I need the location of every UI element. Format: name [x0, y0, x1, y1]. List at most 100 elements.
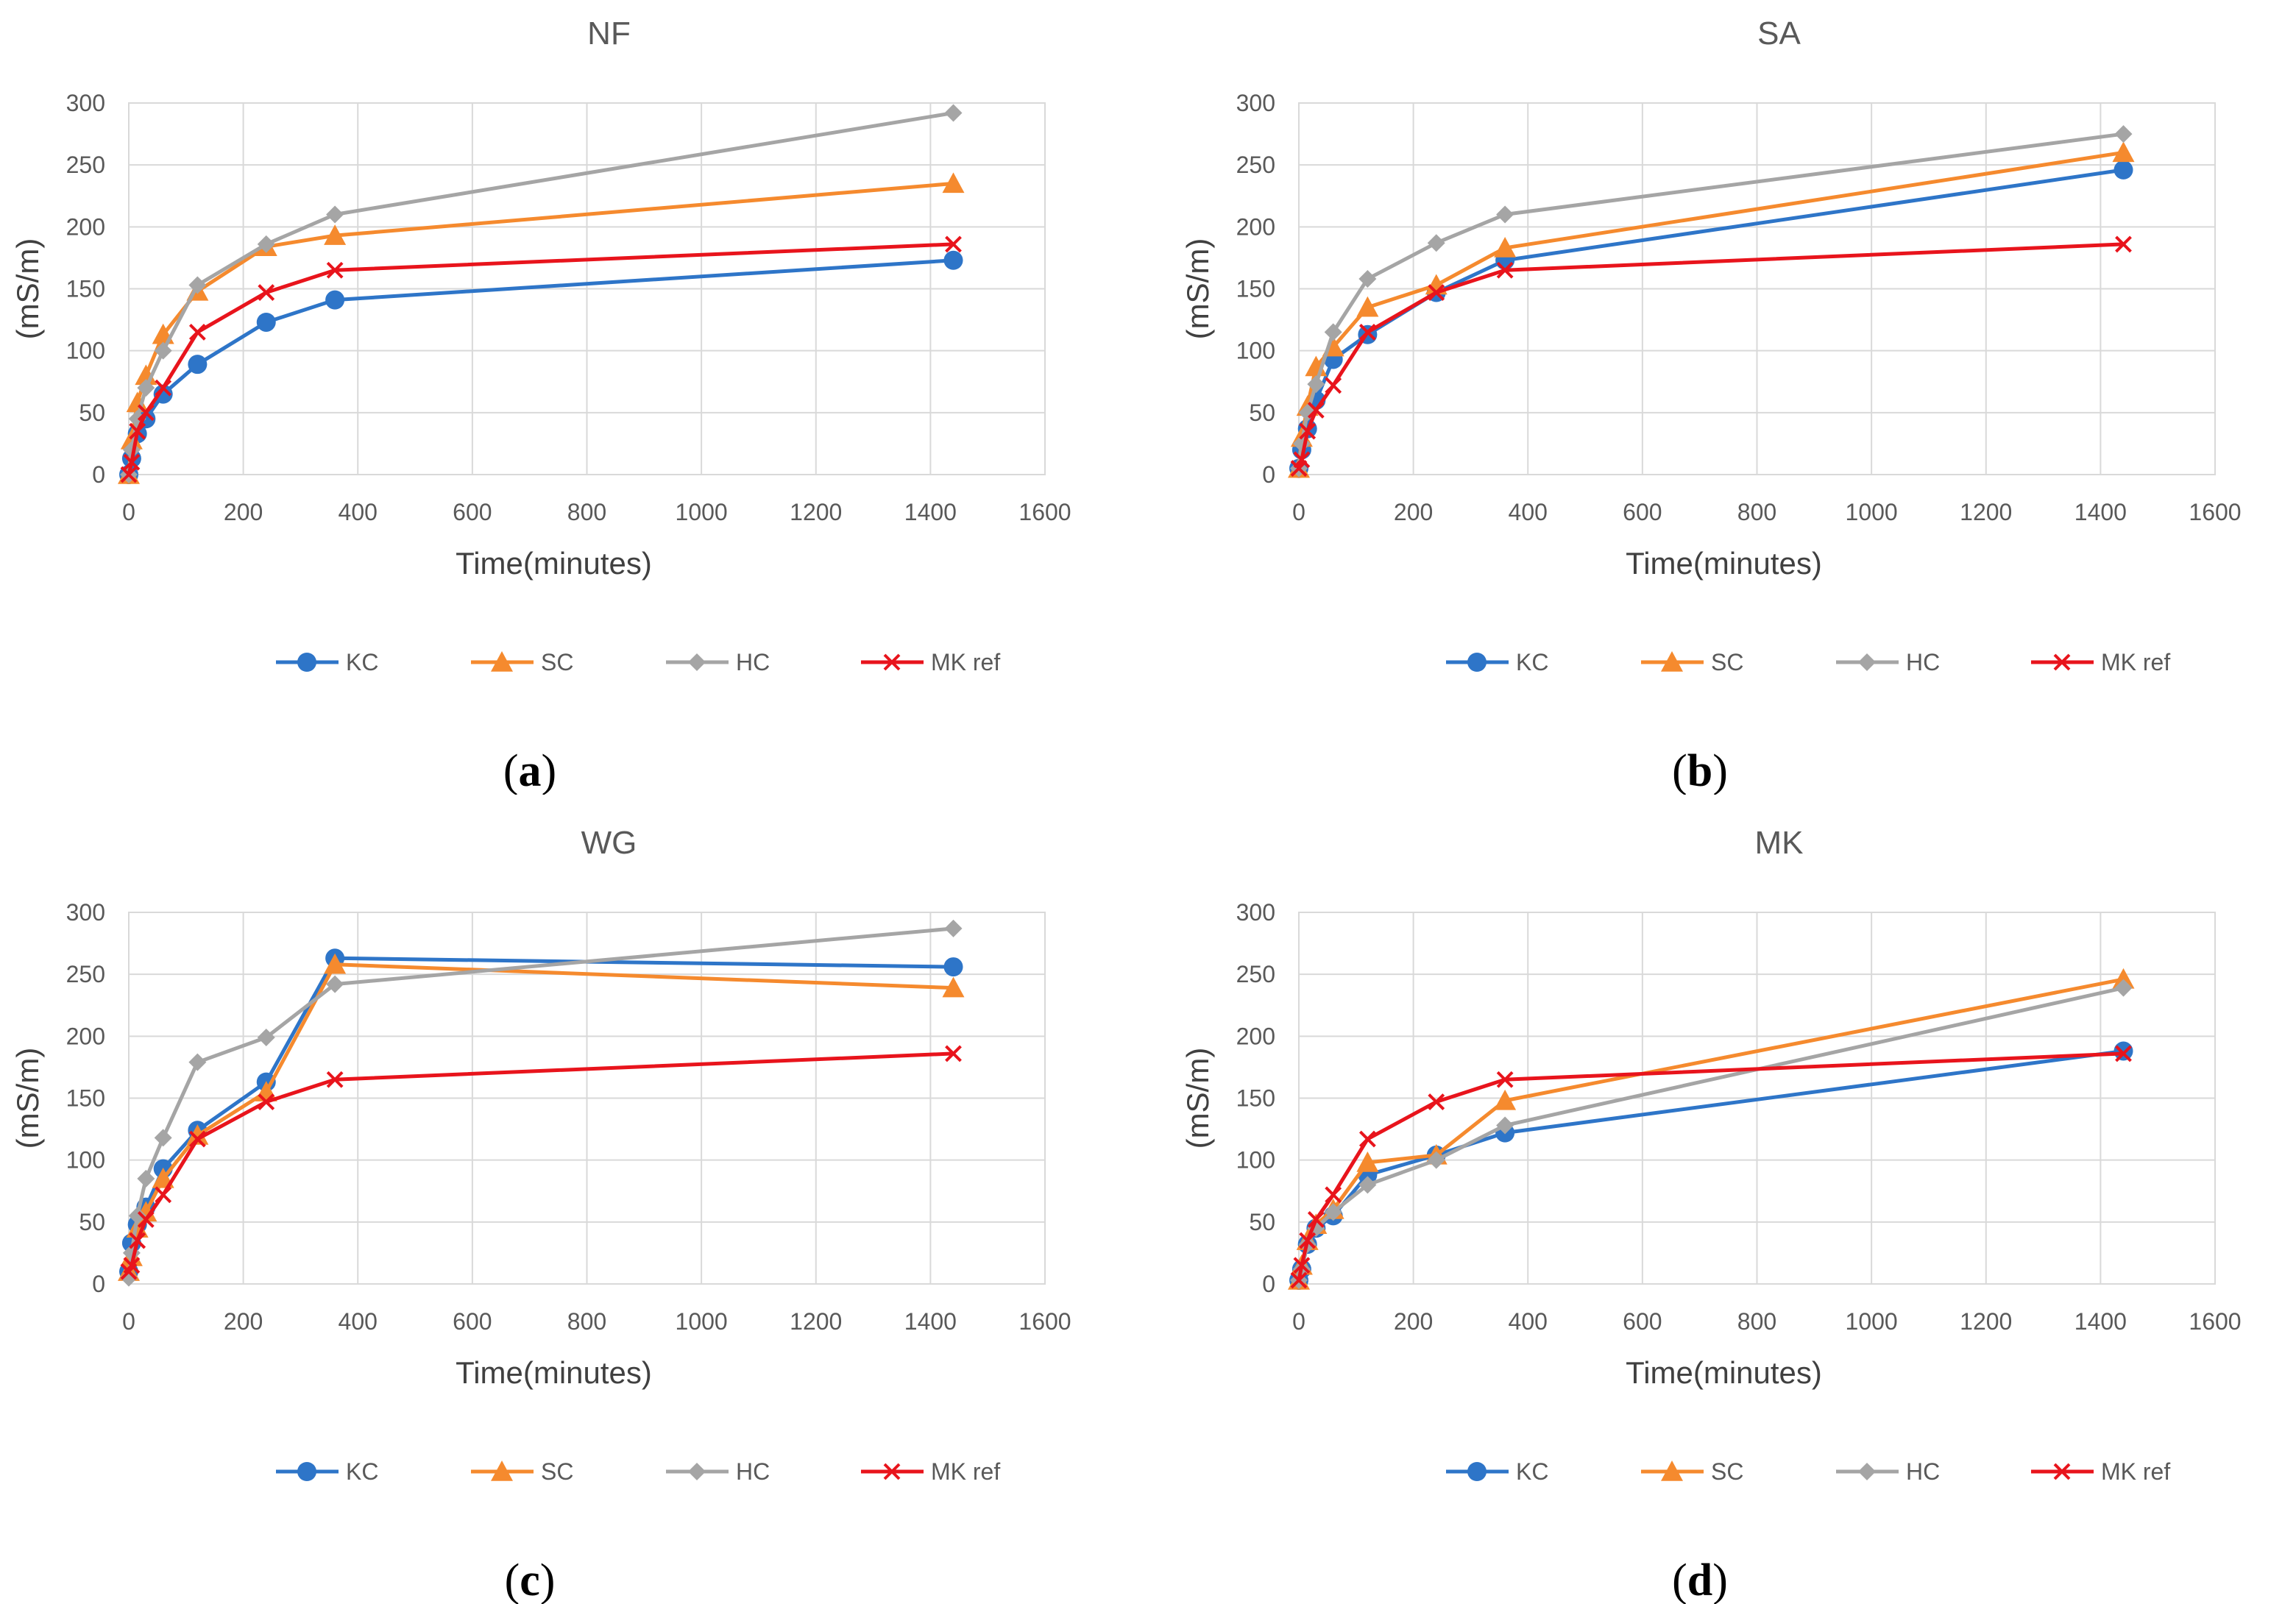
data-point — [154, 341, 172, 360]
x-tick-label: 200 — [224, 1308, 263, 1335]
data-point — [137, 1211, 155, 1228]
series-mk-ref — [120, 1045, 962, 1280]
x-axis-label: Time(minutes) — [1626, 546, 1822, 581]
marker-stroke — [1325, 377, 1342, 394]
marker-stroke — [188, 1130, 206, 1148]
legend-marker — [883, 653, 901, 671]
x-tick-label: 600 — [1623, 1308, 1662, 1335]
data-point — [324, 224, 347, 245]
series-line — [1297, 150, 2124, 469]
data-point — [188, 324, 206, 341]
x-tick-label: 1400 — [904, 499, 957, 525]
data-point — [155, 379, 172, 397]
marker-stroke — [326, 1071, 344, 1088]
marker-stroke — [1290, 1271, 1308, 1289]
y-tick-label: 200 — [1236, 213, 1275, 240]
x-tick-label: 600 — [453, 1308, 492, 1335]
y-tick-label: 0 — [92, 1271, 105, 1297]
data-point — [325, 290, 345, 310]
legend-item: MK ref — [861, 1458, 1000, 1485]
data-point — [1307, 375, 1325, 394]
legend-marker — [688, 653, 706, 671]
x-tick-label: 1000 — [1846, 1308, 1898, 1335]
legend-item: KC — [1446, 1458, 1548, 1485]
x-axis-label: Time(minutes) — [456, 1355, 652, 1390]
data-point — [257, 235, 275, 253]
y-tick-label: 100 — [1236, 1147, 1275, 1174]
series-hc — [1290, 125, 2133, 478]
chart-title: MK — [1755, 825, 1804, 861]
plot-area-border — [1298, 912, 2216, 1285]
marker-stroke — [188, 324, 206, 341]
data-point — [1358, 324, 1376, 341]
marker-stroke — [2115, 235, 2132, 253]
x-tick-label: 600 — [453, 499, 492, 525]
y-axis-label: (mS/m) — [10, 238, 45, 340]
y-tick-label: 200 — [66, 1023, 105, 1049]
x-tick-label: 1600 — [2189, 499, 2241, 525]
marker-stroke — [883, 1463, 901, 1480]
data-point — [1427, 234, 1445, 252]
series-line — [127, 1051, 954, 1273]
data-point — [324, 953, 347, 974]
legend-item: KC — [276, 1458, 378, 1485]
data-point — [153, 384, 173, 404]
x-tick-label: 1400 — [2074, 499, 2127, 525]
data-point — [1307, 1211, 1325, 1228]
x-tick-label: 800 — [567, 1308, 606, 1335]
legend-item: HC — [1836, 649, 1940, 675]
data-point — [945, 1045, 962, 1062]
data-point — [1356, 1151, 1379, 1172]
series-line — [127, 926, 954, 1278]
y-tick-label: 50 — [79, 1209, 105, 1235]
data-point — [1496, 1071, 1514, 1088]
data-point — [1494, 1089, 1517, 1110]
legend-marker — [688, 1463, 706, 1480]
legend: KC SC HC MK ref — [1446, 649, 2170, 675]
marker-stroke — [129, 1232, 146, 1249]
legend-label: KC — [346, 649, 378, 675]
y-tick-label: 50 — [79, 400, 105, 426]
chart-panel-sa: SA 0 50 100 150 200 250 300 0 200 400 600 800 1000 120… — [1170, 0, 2296, 795]
marker-stroke — [2053, 653, 2071, 671]
chart-panel-nf: NF 0 50 100 150 200 250 300 0 200 400 600 800 1000 120… — [0, 0, 1126, 795]
data-point — [2113, 1041, 2133, 1061]
data-point — [137, 379, 155, 397]
data-point — [942, 976, 965, 998]
y-tick-label: 250 — [66, 961, 105, 987]
marker-stroke — [945, 235, 962, 253]
series-hc — [1290, 979, 2133, 1289]
x-tick-label: 1000 — [1846, 499, 1898, 525]
y-tick-label: 0 — [92, 461, 105, 488]
data-point — [2114, 125, 2133, 143]
chart-svg: NF 0 50 100 150 200 250 300 0 200 400 600 800 1000 120… — [10, 15, 1071, 795]
series-line — [1297, 242, 2124, 469]
data-point — [1325, 377, 1342, 394]
x-tick-label: 0 — [122, 499, 135, 525]
marker-stroke — [1358, 1130, 1376, 1148]
series-sc — [1288, 141, 2135, 478]
x-axis-label: Time(minutes) — [1626, 1355, 1822, 1390]
legend-label: SC — [1711, 649, 1743, 675]
chart-svg: MK 0 50 100 150 200 250 300 0 200 400 600 800 1000 120… — [1180, 825, 2242, 1604]
legend-label: HC — [736, 649, 770, 675]
data-point — [186, 1124, 209, 1145]
panel-caption: (c) — [505, 1555, 556, 1604]
series-kc — [119, 250, 963, 484]
data-point — [1494, 236, 1517, 258]
data-point — [155, 1186, 172, 1204]
data-point — [1428, 1093, 1445, 1110]
data-point — [126, 391, 149, 413]
data-point — [128, 1207, 146, 1225]
data-point — [129, 1232, 146, 1249]
data-point — [1290, 1271, 1308, 1289]
marker-stroke — [326, 261, 344, 279]
data-point — [1325, 1186, 1342, 1204]
marker-stroke — [1293, 1257, 1311, 1274]
data-point — [326, 975, 344, 993]
series-line — [1297, 986, 2125, 1281]
x-tick-label: 200 — [1394, 1308, 1433, 1335]
legend-item: SC — [471, 649, 573, 675]
x-tick-label: 1200 — [1960, 499, 2012, 525]
series-kc — [1289, 160, 2133, 478]
